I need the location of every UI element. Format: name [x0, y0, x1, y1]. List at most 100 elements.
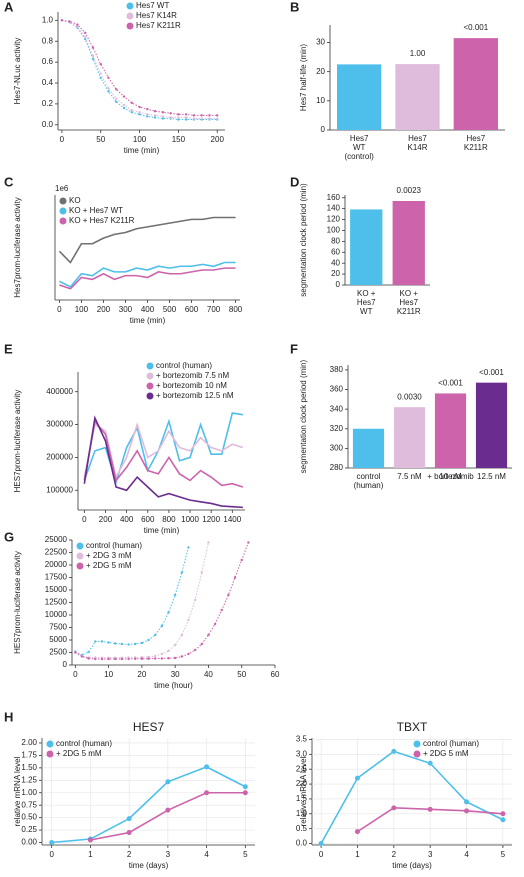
y-tick-label: 15000: [45, 585, 68, 594]
y-axis-label: segmentation clock period (min): [299, 359, 308, 473]
data-point: [180, 633, 184, 637]
x-tick-label: 10: [104, 670, 113, 679]
x-tick-label: 600: [141, 515, 155, 524]
y-tick-label: 1.00: [21, 788, 37, 797]
y-tick-label: 20: [316, 67, 325, 76]
data-point: [192, 117, 196, 120]
series-line: [83, 415, 243, 509]
x-tick-label: 50: [237, 670, 246, 679]
data-point: [76, 23, 79, 26]
y-tick-label: 200000: [46, 453, 73, 462]
legend-marker: [76, 542, 84, 550]
data-point: [160, 657, 164, 660]
x-tick-label: (control): [344, 152, 374, 161]
x-tick-label: 3: [428, 850, 433, 859]
y-tick-label: 60: [331, 247, 340, 256]
legend-marker: [46, 740, 54, 748]
legend-label: control (human): [86, 541, 142, 550]
bar: [475, 382, 508, 468]
data-point: [153, 657, 157, 660]
data-point: [153, 114, 157, 117]
legend-label: + 2DG 5 mM: [56, 749, 102, 758]
series-line: [61, 19, 218, 120]
data-point: [161, 115, 165, 118]
data-point: [427, 806, 433, 812]
data-point: [120, 642, 124, 646]
data-point: [146, 107, 149, 111]
p-value: <0.001: [438, 379, 463, 388]
panel-letter: B: [290, 0, 299, 14]
y-axis-label: HES7prom-luciferase activity: [13, 390, 22, 493]
data-point: [207, 541, 210, 544]
data-point: [74, 651, 77, 654]
x-tick-label: 40: [204, 670, 213, 679]
data-point: [161, 111, 165, 114]
x-tick-label: 600: [185, 305, 199, 314]
x-tick-label: 800: [162, 515, 176, 524]
legend-marker: [146, 362, 154, 370]
legend-label: + 2DG 5 mM: [423, 749, 469, 758]
data-point: [140, 641, 144, 645]
y-tick-label: 2500: [49, 648, 67, 657]
x-tick-label: 200: [99, 515, 113, 524]
data-point: [167, 611, 170, 614]
data-point: [354, 829, 360, 835]
data-point: [318, 841, 324, 847]
x-tick-label: 7.5 nM: [397, 472, 422, 481]
data-point: [200, 571, 203, 574]
x-tick-label: 400: [120, 515, 134, 524]
y-axis-label: Hes7-NLuc activity: [13, 38, 22, 105]
x-tick-label: 100: [75, 305, 89, 314]
y-tick-label: 100000: [46, 485, 73, 494]
data-point: [146, 113, 149, 116]
y-axis-label: relative mRNA level: [299, 756, 308, 826]
y-tick-label: 0.75: [21, 800, 37, 809]
data-point: [130, 111, 133, 114]
y-axis-label: HES7prom-luciferase activity: [13, 551, 22, 654]
x-tick-label: 0: [73, 670, 78, 679]
data-point: [107, 641, 110, 644]
x-tick-label: 1200: [202, 515, 220, 524]
x-tick-label: Hes7: [350, 134, 369, 143]
legend-marker: [59, 217, 67, 225]
legend-label: KO + Hes7 K211R: [69, 216, 135, 225]
series-line: [61, 19, 218, 121]
x-tick-label: 5: [501, 850, 506, 859]
data-point: [80, 655, 84, 658]
data-point: [91, 54, 95, 58]
data-point: [192, 114, 196, 117]
data-point: [184, 113, 188, 116]
data-point: [242, 784, 248, 790]
data-point: [114, 642, 117, 645]
y-axis-label: segmentation clock period (min): [299, 183, 308, 297]
y-tick-label: 1.0: [296, 809, 308, 818]
y-tick-label: 0: [63, 660, 68, 669]
data-point: [83, 35, 87, 39]
data-point: [242, 790, 248, 796]
x-tick-label: 400: [141, 305, 155, 314]
offset-label: 1e6: [55, 184, 69, 193]
data-point: [184, 116, 188, 119]
x-tick-label: 30: [171, 670, 180, 679]
data-point: [147, 657, 150, 660]
data-point: [165, 779, 171, 785]
data-point: [83, 31, 87, 35]
y-tick-label: 40: [331, 258, 340, 267]
legend-label: + bortezomib 10 nM: [156, 381, 227, 390]
legend-marker: [413, 740, 421, 748]
data-point: [427, 760, 433, 766]
legend-label: KO + Hes7 WT: [69, 206, 123, 215]
data-point: [87, 650, 90, 654]
data-point: [391, 805, 397, 811]
series-line: [83, 419, 244, 488]
data-point: [169, 116, 172, 119]
x-tick-label: 10 nM: [439, 472, 462, 481]
x-tick-label: 50: [96, 135, 105, 144]
panel-letter: D: [290, 174, 299, 189]
y-tick-label: 25000: [45, 535, 68, 544]
y-tick-label: 0.8: [42, 36, 54, 45]
data-point: [153, 116, 157, 119]
data-point: [147, 638, 150, 642]
x-tick-label: K211R: [397, 307, 421, 316]
data-point: [134, 642, 137, 646]
